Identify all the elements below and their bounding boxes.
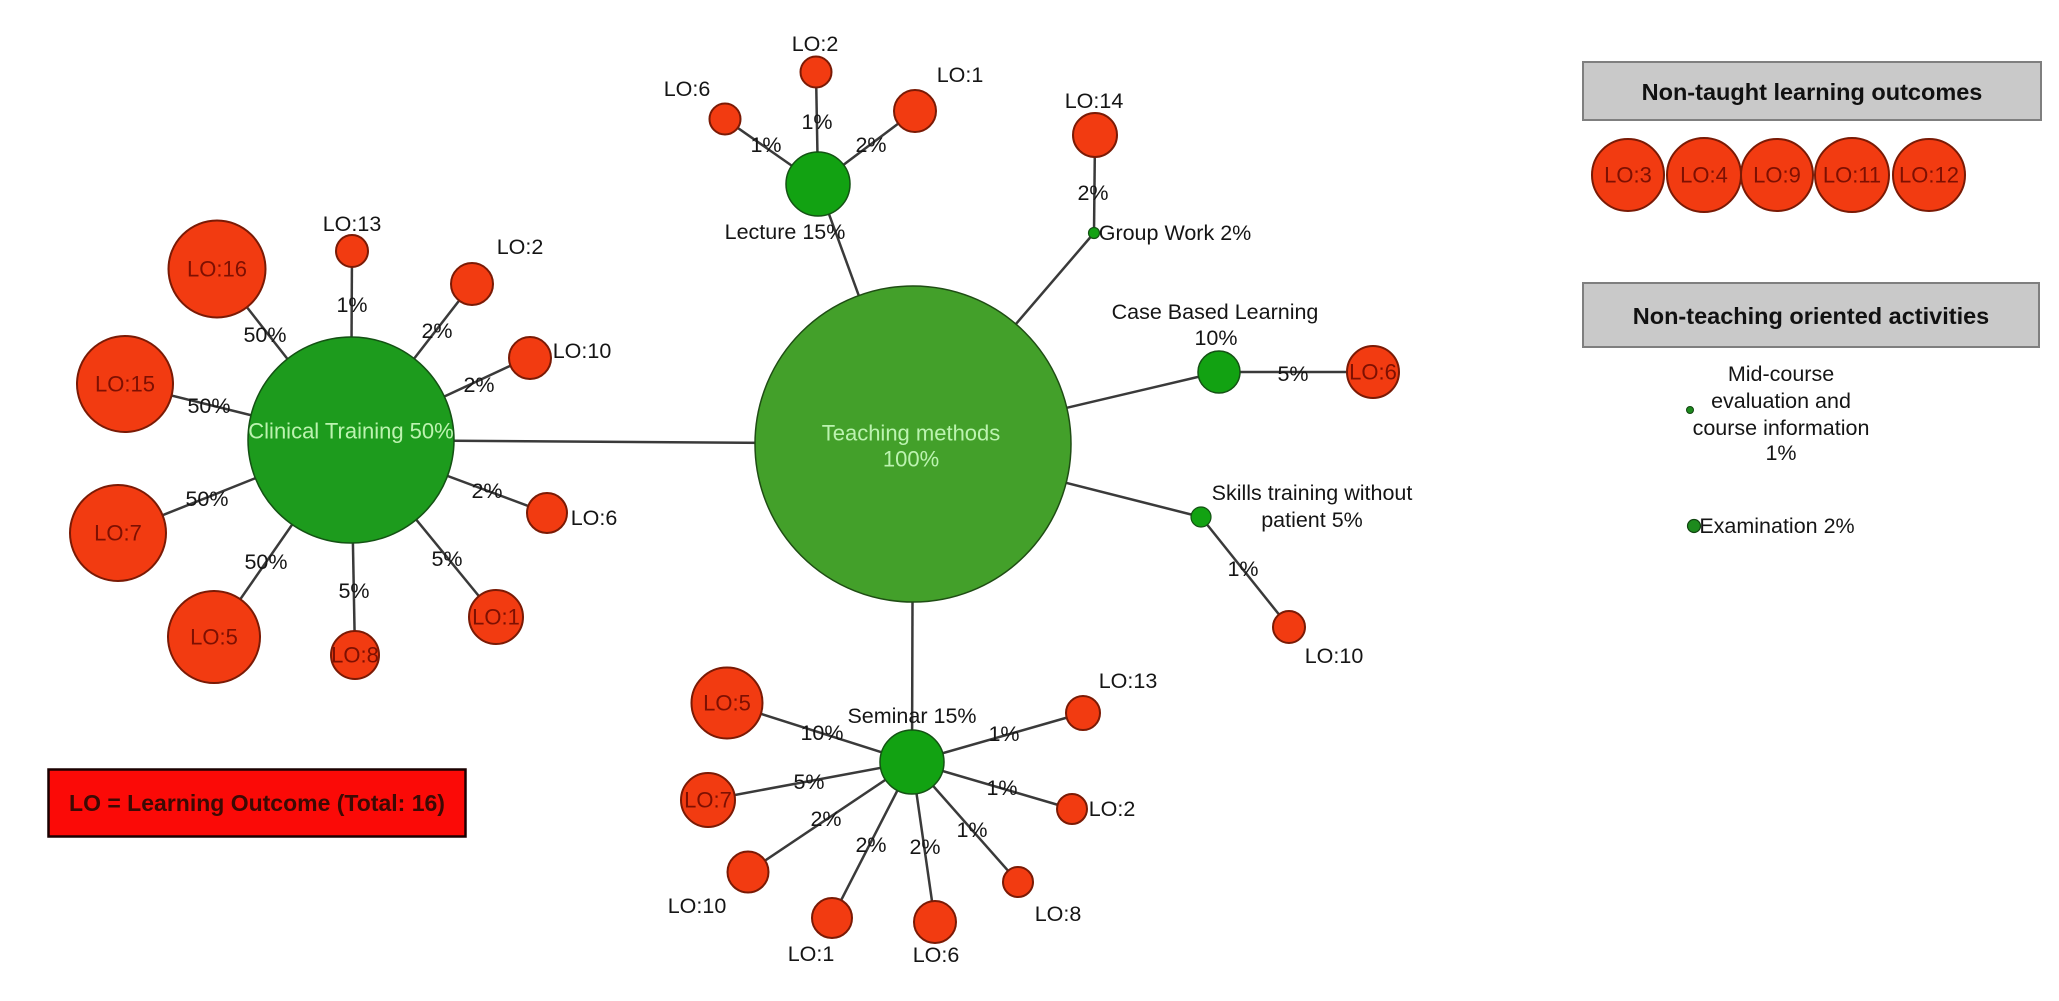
svg-text:LO:9: LO:9 (1753, 163, 1801, 188)
svg-text:5%: 5% (431, 547, 462, 571)
svg-text:LO:15: LO:15 (95, 372, 155, 397)
svg-text:2%: 2% (463, 373, 494, 397)
svg-text:10%: 10% (1194, 326, 1237, 350)
svg-text:LO:13: LO:13 (323, 212, 382, 236)
svg-text:Group Work 2%: Group Work 2% (1099, 221, 1252, 245)
svg-text:LO:2: LO:2 (792, 32, 839, 56)
svg-text:Case Based Learning: Case Based Learning (1112, 300, 1319, 324)
svg-text:10%: 10% (800, 721, 843, 745)
svg-text:LO:6: LO:6 (664, 77, 711, 101)
svg-text:LO:7: LO:7 (94, 521, 142, 546)
svg-text:5%: 5% (338, 579, 369, 603)
svg-text:LO:10: LO:10 (668, 894, 727, 918)
svg-text:100%: 100% (883, 447, 939, 472)
svg-text:LO:6: LO:6 (1349, 360, 1397, 385)
svg-text:LO:1: LO:1 (788, 942, 835, 966)
svg-text:LO:12: LO:12 (1899, 163, 1959, 188)
svg-text:Non-taught learning outcomes: Non-taught learning outcomes (1642, 79, 1983, 105)
svg-text:Clinical Training 50%: Clinical Training 50% (248, 419, 453, 444)
svg-text:LO:13: LO:13 (1099, 669, 1158, 693)
svg-text:LO:10: LO:10 (553, 339, 612, 363)
svg-text:1%: 1% (750, 133, 781, 157)
svg-text:2%: 2% (855, 833, 886, 857)
svg-text:5%: 5% (1277, 362, 1308, 386)
svg-text:Seminar 15%: Seminar 15% (847, 704, 976, 728)
svg-text:evaluation and: evaluation and (1711, 389, 1851, 413)
svg-text:2%: 2% (855, 133, 886, 157)
svg-text:LO:5: LO:5 (190, 625, 238, 650)
svg-text:2%: 2% (421, 319, 452, 343)
svg-text:course information: course information (1693, 416, 1870, 440)
svg-text:LO:1: LO:1 (472, 605, 520, 630)
svg-text:LO:14: LO:14 (1065, 89, 1124, 113)
svg-text:LO:1: LO:1 (937, 63, 984, 87)
svg-text:2%: 2% (909, 835, 940, 859)
svg-text:LO:5: LO:5 (703, 691, 751, 716)
svg-text:2%: 2% (1077, 181, 1108, 205)
svg-text:LO:2: LO:2 (1089, 797, 1136, 821)
svg-text:50%: 50% (243, 323, 286, 347)
svg-text:2%: 2% (471, 479, 502, 503)
svg-text:1%: 1% (988, 722, 1019, 746)
svg-text:2%: 2% (810, 807, 841, 831)
svg-text:LO:16: LO:16 (187, 257, 247, 282)
svg-text:Examination 2%: Examination 2% (1699, 514, 1854, 538)
svg-text:Mid-course: Mid-course (1728, 362, 1834, 386)
svg-text:1%: 1% (1765, 441, 1796, 465)
svg-text:Teaching methods: Teaching methods (822, 421, 1001, 446)
svg-text:1%: 1% (336, 293, 367, 317)
svg-text:LO:7: LO:7 (684, 788, 732, 813)
svg-text:LO:3: LO:3 (1604, 163, 1652, 188)
svg-text:LO:11: LO:11 (1823, 163, 1881, 188)
svg-text:1%: 1% (986, 776, 1017, 800)
svg-text:5%: 5% (793, 770, 824, 794)
svg-text:Skills training without: Skills training without (1212, 481, 1413, 505)
svg-text:LO:6: LO:6 (913, 943, 960, 967)
svg-text:patient 5%: patient 5% (1261, 508, 1363, 532)
svg-text:LO:8: LO:8 (331, 643, 379, 668)
svg-text:LO:6: LO:6 (571, 506, 618, 530)
svg-text:LO:10: LO:10 (1305, 644, 1364, 668)
svg-text:50%: 50% (185, 487, 228, 511)
svg-text:LO = Learning Outcome (Total:: LO = Learning Outcome (Total: 16) (69, 790, 445, 816)
svg-text:1%: 1% (801, 110, 832, 134)
svg-text:1%: 1% (1227, 557, 1258, 581)
svg-text:50%: 50% (187, 394, 230, 418)
svg-text:Non-teaching oriented activiti: Non-teaching oriented activities (1633, 303, 1989, 329)
svg-text:1%: 1% (956, 818, 987, 842)
svg-text:LO:2: LO:2 (497, 235, 544, 259)
svg-text:Lecture 15%: Lecture 15% (725, 220, 846, 244)
svg-text:50%: 50% (244, 550, 287, 574)
svg-text:LO:4: LO:4 (1680, 163, 1728, 188)
svg-text:LO:8: LO:8 (1035, 902, 1082, 926)
